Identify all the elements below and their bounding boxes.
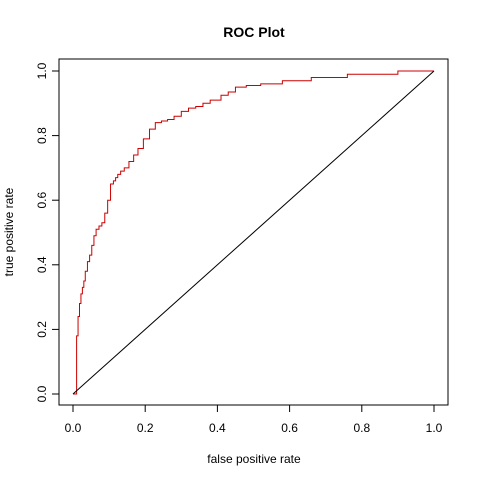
x-axis: 0.0 0.2 0.4 0.6 0.8 1.0 [65, 405, 443, 435]
y-tick-label: 0.4 [35, 256, 49, 273]
x-tick-label: 1.0 [426, 421, 443, 435]
plot-frame [58, 58, 449, 406]
y-axis-label: true positive rate [2, 187, 16, 276]
series-layer [72, 70, 435, 395]
y-tick-label: 0.6 [35, 192, 49, 209]
diagonal-reference-line [72, 70, 435, 395]
x-axis-label: false positive rate [207, 452, 301, 466]
y-tick-label: 0.2 [35, 321, 49, 338]
x-tick-label: 0.2 [137, 421, 154, 435]
y-tick-label: 0.0 [35, 385, 49, 402]
x-tick-label: 0.6 [281, 421, 298, 435]
x-tick-label: 0.8 [353, 421, 370, 435]
chart-title: ROC Plot [223, 24, 285, 40]
roc-curve-line [73, 70, 434, 395]
y-axis: 0.0 0.2 0.4 0.6 0.8 1.0 [35, 62, 59, 402]
y-tick-label: 1.0 [35, 62, 49, 79]
x-tick-label: 0.4 [209, 421, 226, 435]
x-tick-label: 0.0 [65, 421, 82, 435]
y-tick-label: 0.8 [35, 127, 49, 144]
